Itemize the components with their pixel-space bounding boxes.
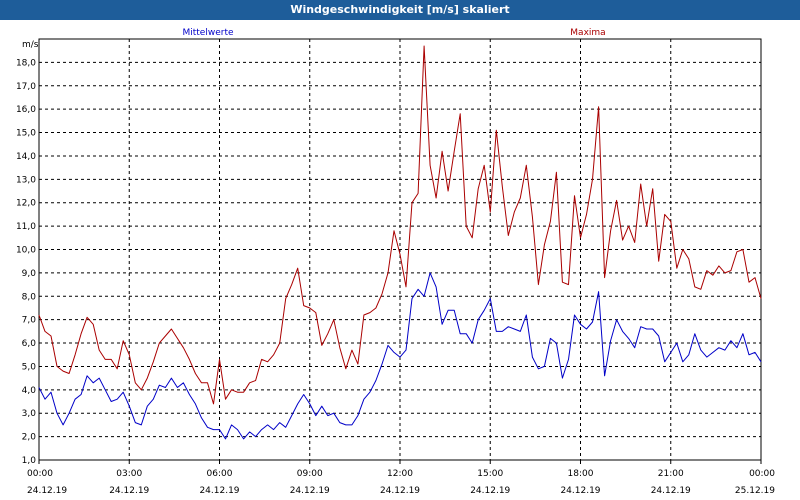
y-tick-label: 15,0 <box>16 129 36 139</box>
y-tick-label: 17,0 <box>16 82 36 92</box>
x-tick-time: 15:00 <box>477 469 503 479</box>
x-tick-time: 00:00 <box>749 469 775 479</box>
y-tick-label: 14,0 <box>16 152 36 162</box>
x-tick-time: 00:00 <box>27 469 53 479</box>
y-tick-label: 4,0 <box>22 386 37 396</box>
x-tick-labels: 00:00 24.12.19 03:00 24.12.19 06:00 24.12.19 0… <box>27 460 775 496</box>
x-tick-time: 03:00 <box>116 469 142 479</box>
y-tick-label: 9,0 <box>22 269 37 279</box>
x-tick-date: 24.12.19 <box>380 486 420 496</box>
y-tick-label: 8,0 <box>22 292 37 302</box>
grid-lines <box>39 39 761 460</box>
x-tick-date: 24.12.19 <box>560 486 600 496</box>
series-lines <box>38 45 762 440</box>
x-tick-date: 24.12.19 <box>470 486 510 496</box>
y-tick-label: 7,0 <box>22 316 37 326</box>
y-tick-label: 10,0 <box>16 246 36 256</box>
y-tick-label: 11,0 <box>16 222 36 232</box>
series-line-mittelwerte <box>38 272 762 440</box>
x-tick-time: 12:00 <box>387 469 413 479</box>
x-tick-date: 24.12.19 <box>27 486 67 496</box>
y-tick-label: 18,0 <box>16 58 36 68</box>
x-tick-date: 24.12.19 <box>109 486 149 496</box>
y-tick-label: 3,0 <box>22 409 37 419</box>
y-tick-label: 6,0 <box>22 339 37 349</box>
y-tick-labels: 1,0 2,0 3,0 4,0 5,0 6,0 7,0 8,0 9,0 10,0 11,0 12,0 1… <box>16 58 36 466</box>
y-tick-label: 2,0 <box>22 433 37 443</box>
x-tick-date: 25.12.19 <box>735 486 775 496</box>
series-line-maxima <box>38 45 762 405</box>
x-tick-date: 24.12.19 <box>290 486 330 496</box>
x-tick-date: 24.12.19 <box>199 486 239 496</box>
x-tick-time: 06:00 <box>207 469 233 479</box>
legend-maxima: Maxima <box>570 28 605 38</box>
x-tick-date: 24.12.19 <box>651 486 691 496</box>
y-tick-label: 12,0 <box>16 199 36 209</box>
y-axis-label: m/s <box>22 40 39 50</box>
wind-speed-chart: 1,0 2,0 3,0 4,0 5,0 6,0 7,0 8,0 9,0 10,0 11,0 12,0 1… <box>16 28 775 496</box>
x-tick-time: 18:00 <box>568 469 594 479</box>
x-tick-time: 09:00 <box>297 469 323 479</box>
x-tick-time: 21:00 <box>658 469 684 479</box>
y-tick-label: 16,0 <box>16 105 36 115</box>
y-tick-label: 1,0 <box>22 456 37 466</box>
legend-mittelwerte: Mittelwerte <box>182 28 233 38</box>
y-tick-label: 5,0 <box>22 362 37 372</box>
y-tick-label: 13,0 <box>16 175 36 185</box>
window-title: Windgeschwindigkeit [m/s] skaliert <box>0 0 800 20</box>
